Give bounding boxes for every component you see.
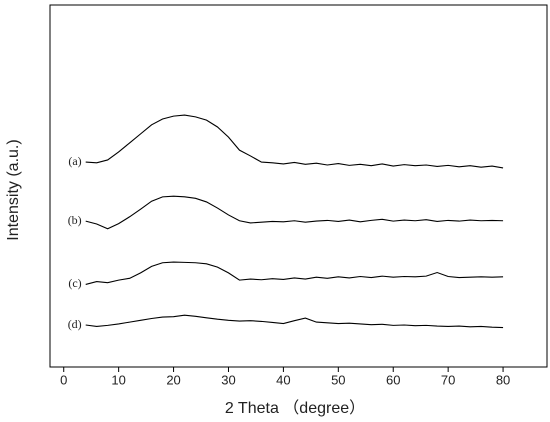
x-tick-label: 10: [111, 372, 125, 387]
x-axis-title: 2 Theta （degree）: [225, 399, 365, 417]
x-tick-label: 70: [441, 372, 455, 387]
curve-label: (b): [68, 213, 82, 227]
curve-label: (c): [68, 276, 81, 290]
xrd-curve: [85, 114, 504, 169]
x-tick-label: 0: [60, 372, 67, 387]
y-axis-title: Intensity (a.u.): [5, 139, 22, 240]
curve-label: (d): [68, 317, 82, 331]
xrd-curve: [85, 195, 504, 230]
xrd-curve: [85, 261, 504, 285]
plot-frame: [49, 4, 548, 368]
x-tick-label: 20: [166, 372, 180, 387]
x-tick-label: 40: [276, 372, 290, 387]
x-tick-label: 30: [221, 372, 235, 387]
x-tick-label: 60: [386, 372, 400, 387]
x-tick-label: 80: [496, 372, 510, 387]
x-tick-label: 50: [331, 372, 345, 387]
xrd-curve: [85, 314, 504, 329]
curve-label: (a): [68, 154, 81, 168]
